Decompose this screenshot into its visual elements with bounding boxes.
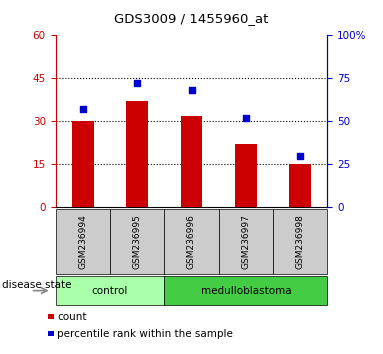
Text: GDS3009 / 1455960_at: GDS3009 / 1455960_at <box>114 12 269 25</box>
Text: percentile rank within the sample: percentile rank within the sample <box>57 329 233 339</box>
Point <box>80 107 86 112</box>
Bar <box>181 115 202 207</box>
Text: GSM236995: GSM236995 <box>133 214 142 269</box>
Text: GSM236998: GSM236998 <box>296 214 305 269</box>
Point <box>297 153 303 159</box>
Point <box>243 115 249 121</box>
Text: GSM236994: GSM236994 <box>78 214 87 269</box>
Point <box>188 87 195 93</box>
Text: disease state: disease state <box>2 280 71 290</box>
Text: count: count <box>57 312 87 322</box>
Point <box>134 81 140 86</box>
Bar <box>126 101 148 207</box>
Text: GSM236996: GSM236996 <box>187 214 196 269</box>
Text: control: control <box>92 286 128 296</box>
Bar <box>72 121 93 207</box>
Bar <box>235 144 257 207</box>
Text: medulloblastoma: medulloblastoma <box>201 286 291 296</box>
Text: GSM236997: GSM236997 <box>241 214 250 269</box>
Bar <box>290 164 311 207</box>
